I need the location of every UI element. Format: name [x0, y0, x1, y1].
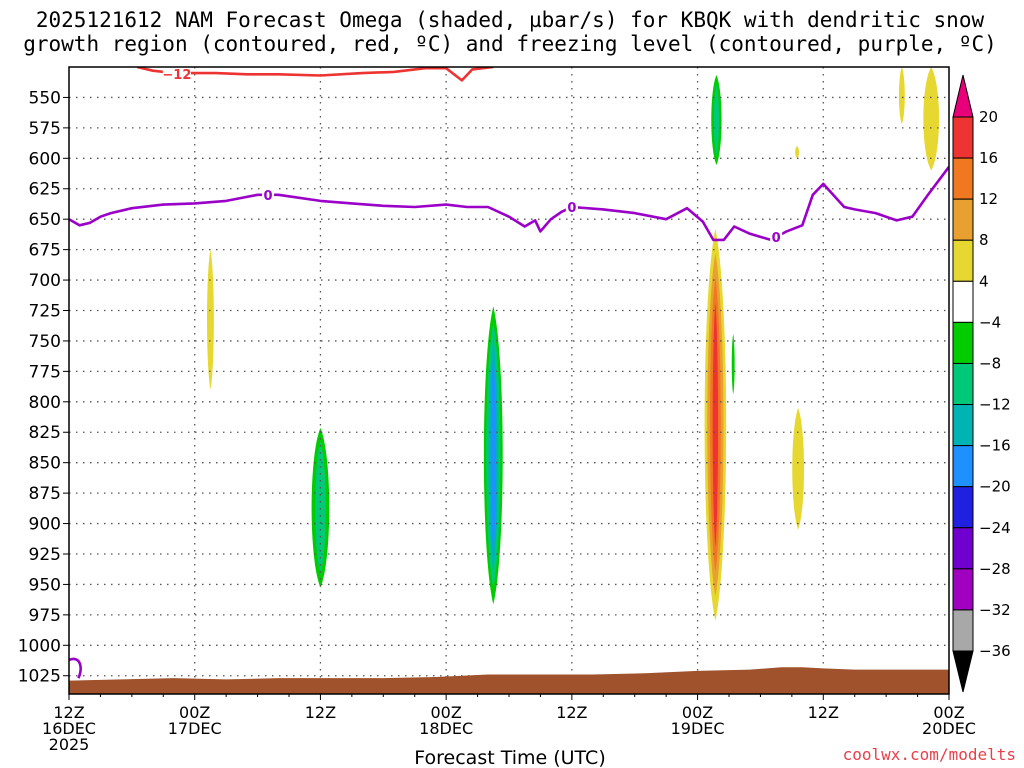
colorbar-bin-6	[952, 321, 974, 364]
y-tick-label-725: 725	[29, 301, 61, 321]
colorbar-label-7: −12	[979, 396, 1011, 414]
colorbar-label-6: −8	[979, 354, 1001, 372]
freezing-level-contour	[69, 166, 949, 242]
x-tick-label-36-0: 00Z	[430, 703, 461, 722]
terrain-fill	[69, 667, 949, 694]
omega-cell-green-top-2	[713, 84, 720, 156]
dgz-contour-label: −12	[162, 68, 191, 83]
freezing-label-bg-1	[565, 199, 578, 215]
x-tick-label-0-1: 16DEC	[42, 719, 96, 738]
colorbar-label-10: −24	[979, 519, 1011, 537]
y-axis: 550 575 600 625 650 675 700 725 750 775 800 825 850 8…	[18, 88, 69, 687]
colorbar-bottom-triangle	[952, 650, 974, 693]
colorbar-label-4: 4	[979, 272, 989, 290]
colorbar-bin-12	[952, 568, 974, 611]
omega-cell-yellow-d-0	[898, 67, 905, 125]
y-tick-label-575: 575	[29, 119, 61, 139]
y-tick-label-600: 600	[29, 149, 61, 169]
y-tick-label-700: 700	[29, 271, 61, 291]
y-tick-label-650: 650	[29, 210, 61, 230]
colorbar-label-1: 16	[979, 149, 998, 167]
omega-cell-yellow-b-0	[795, 146, 800, 159]
omega-cell-green-b-4	[490, 354, 496, 557]
y-tick-label-800: 800	[29, 393, 61, 413]
colorbar-label-2: 12	[979, 190, 998, 208]
y-tick-label-825: 825	[29, 423, 61, 443]
colorbar-label-0: 20	[979, 108, 998, 126]
colorbar-bin-9	[952, 445, 974, 488]
colorbar-label-11: −28	[979, 560, 1011, 578]
colorbar-label-8: −16	[979, 437, 1011, 455]
y-tick-label-1025: 1025	[18, 667, 61, 687]
x-tick-label-12-0: 00Z	[179, 703, 210, 722]
y-tick-label-850: 850	[29, 454, 61, 474]
colorbar: 20 16 12 8 4 −4 −8 −12 −16 −20 −24 −28 −32 −36	[952, 74, 1011, 693]
omega-cell-yellow-main-3	[712, 302, 719, 548]
colorbar-label-3: 8	[979, 231, 989, 249]
colorbar-label-5: −4	[979, 313, 1001, 331]
x-tick-label-84-1: 20DEC	[922, 719, 976, 738]
colorbar-label-9: −20	[979, 478, 1011, 496]
freezing-level-label-1: 0	[567, 201, 576, 216]
y-tick-label-625: 625	[29, 180, 61, 200]
colorbar-bin-7	[952, 362, 974, 406]
x-tick-label-84-0: 00Z	[933, 703, 964, 722]
contours: 0 0 0 −12	[69, 67, 949, 679]
freezing-label-bg-2	[770, 229, 783, 245]
x-tick-label-0-2: 2025	[49, 735, 90, 754]
plot-frame	[68, 66, 950, 695]
y-tick-label-900: 900	[29, 515, 61, 535]
omega-cell-yellow-e-0	[923, 67, 940, 171]
omega-cell-green-a-2	[315, 441, 326, 574]
x-tick-label-60-1: 19DEC	[671, 719, 725, 738]
x-tick-label-48-0: 12Z	[556, 703, 587, 722]
x-tick-label-36-1: 18DEC	[419, 719, 473, 738]
y-tick-label-675: 675	[29, 241, 61, 261]
freezing-level-label-2: 0	[772, 231, 781, 246]
site-credit: coolwx.com/modelts	[843, 745, 1016, 764]
y-tick-label-875: 875	[29, 484, 61, 504]
colorbar-bin-11	[952, 527, 974, 570]
x-tick-label-24-0: 12Z	[305, 703, 336, 722]
chart-title-line-1: 2025121612 NAM Forecast Omega (shaded, µ…	[36, 8, 985, 32]
colorbar-bin-8	[952, 404, 974, 447]
y-tick-label-775: 775	[29, 362, 61, 382]
chart-title-line-2: growth region (contoured, red, ºC) and f…	[23, 32, 997, 56]
omega-shading	[206, 67, 940, 621]
x-axis-title: Forecast Time (UTC)	[414, 747, 605, 768]
x-tick-label-12-1: 17DEC	[168, 719, 222, 738]
colorbar-bin-2	[952, 157, 974, 200]
y-tick-label-1000: 1000	[18, 636, 61, 656]
y-tick-label-950: 950	[29, 575, 61, 595]
omega-cell-yellow-c-0	[792, 407, 805, 530]
colorbar-top-triangle	[952, 74, 974, 118]
terrain	[69, 667, 949, 694]
colorbar-bin-4	[952, 239, 974, 282]
x-tick-label-72-0: 12Z	[808, 703, 839, 722]
y-tick-label-750: 750	[29, 332, 61, 352]
x-tick-label-0-0: 12Z	[53, 703, 84, 722]
colorbar-bin-10	[952, 486, 974, 529]
colorbar-bin-13	[952, 609, 974, 652]
y-tick-label-925: 925	[29, 545, 61, 565]
y-tick-label-550: 550	[29, 88, 61, 108]
colorbar-bin-5	[952, 280, 974, 323]
dgz-label-bg	[162, 67, 191, 81]
freezing-level-label-0: 0	[264, 189, 273, 204]
grid	[69, 67, 949, 694]
omega-cell-green-c-1	[731, 333, 735, 395]
colorbar-bin-3	[952, 198, 974, 241]
colorbar-label-12: −32	[979, 601, 1011, 619]
omega-cell-yellow-a-0	[206, 249, 214, 390]
freezing-level-surface-hook	[69, 657, 82, 679]
y-tick-label-975: 975	[29, 606, 61, 626]
colorbar-label-13: −36	[979, 642, 1011, 660]
x-tick-label-60-0: 00Z	[682, 703, 713, 722]
freezing-label-bg-0	[262, 186, 275, 202]
colorbar-bin-1	[952, 116, 974, 159]
